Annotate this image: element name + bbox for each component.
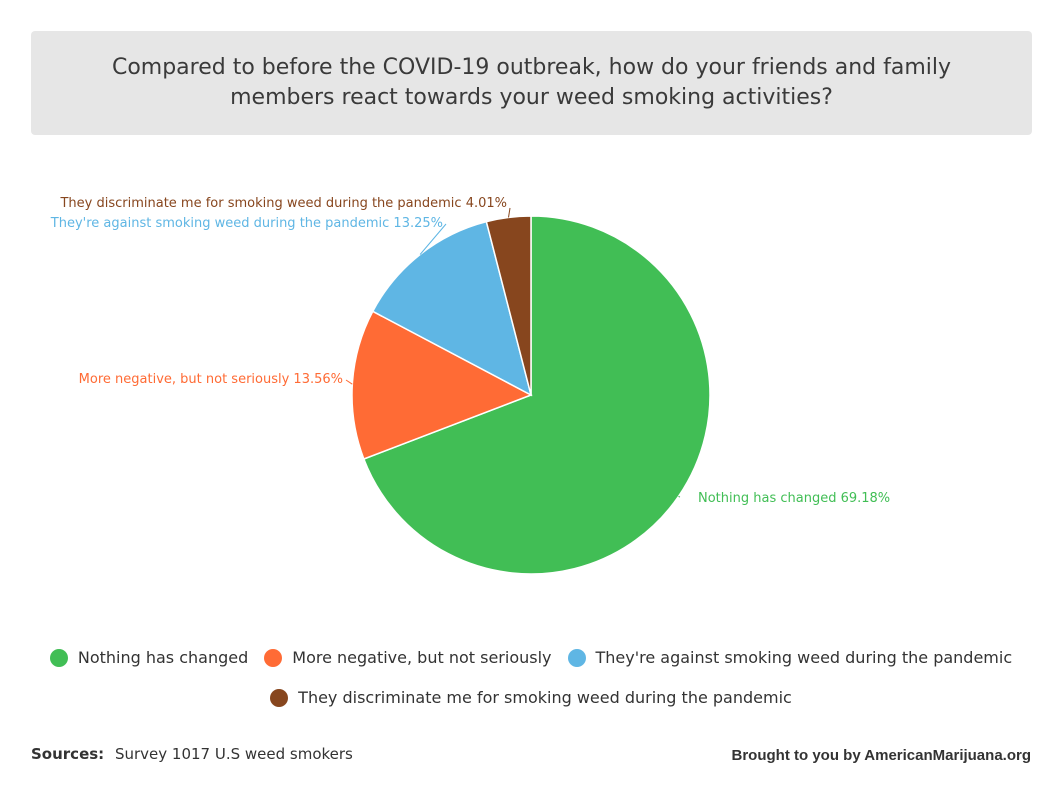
legend-label: Nothing has changed bbox=[77, 648, 249, 667]
pie-slice-nothing-changed[interactable] bbox=[362, 215, 711, 575]
legend-label: They discriminate me for smoking weed du… bbox=[298, 688, 792, 707]
pie-chart: Nothing has changed 69.18% More negative,… bbox=[50, 196, 890, 575]
sources-note: Sources: Survey 1017 U.S weed smokers bbox=[31, 745, 353, 763]
legend-dot bbox=[567, 648, 586, 667]
sources-label: Sources: bbox=[31, 745, 105, 763]
chart-title-box: Compared to before the COVID-19 outbreak… bbox=[31, 31, 1032, 135]
legend-item-discriminate[interactable]: They discriminate me for smoking weed du… bbox=[270, 688, 792, 707]
pie-slice-discriminate[interactable] bbox=[485, 215, 532, 396]
leader-line-nothing-changed bbox=[678, 495, 681, 498]
legend-item-more-negative[interactable]: More negative, but not seriously bbox=[264, 648, 552, 667]
chart-title: Compared to before the COVID-19 outbreak… bbox=[111, 55, 952, 110]
pie-slice-against[interactable] bbox=[371, 220, 533, 397]
legend-item-nothing-changed[interactable]: Nothing has changed bbox=[49, 648, 249, 667]
data-label-nothing-changed: Nothing has changed 69.18% bbox=[698, 491, 890, 506]
sources-text: Survey 1017 U.S weed smokers bbox=[114, 745, 353, 763]
legend-row-1: Nothing has changed More negative, but n… bbox=[0, 648, 1062, 667]
credit-text: Brought to you by AmericanMarijuana.org bbox=[731, 747, 1031, 764]
leader-line-discriminate bbox=[508, 207, 511, 218]
legend-item-against[interactable]: They're against smoking weed during the … bbox=[567, 648, 1013, 667]
legend-label: More negative, but not seriously bbox=[292, 648, 552, 667]
legend-dot bbox=[49, 648, 68, 667]
leader-line-against bbox=[419, 223, 447, 255]
data-label-against: They're against smoking weed during the … bbox=[50, 216, 443, 231]
legend-dot bbox=[270, 688, 289, 707]
data-label-discriminate: They discriminate me for smoking weed du… bbox=[59, 196, 507, 211]
legend-dot bbox=[264, 648, 283, 667]
leader-line-more-negative bbox=[345, 379, 353, 385]
legend-label: They're against smoking weed during the … bbox=[595, 648, 1013, 667]
data-label-more-negative: More negative, but not seriously 13.56% bbox=[79, 372, 343, 387]
legend-row-2: They discriminate me for smoking weed du… bbox=[0, 688, 1062, 707]
